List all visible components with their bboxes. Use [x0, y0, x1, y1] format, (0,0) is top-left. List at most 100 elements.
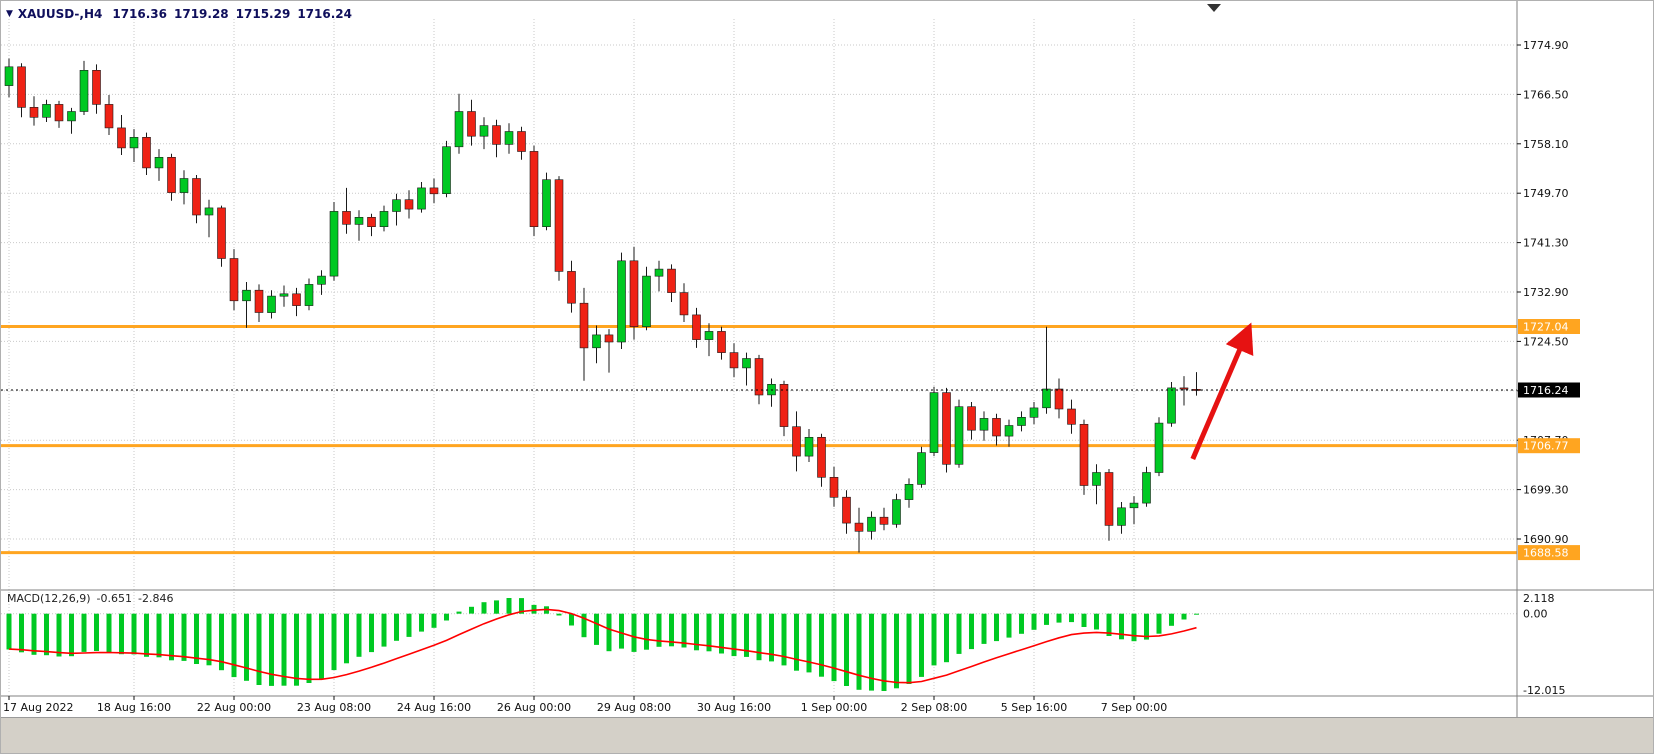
- macd-bar: [306, 613, 312, 683]
- candle-up: [4, 66, 14, 86]
- candle-up: [642, 275, 651, 328]
- price-label: 1741.30: [1523, 237, 1569, 250]
- price-axis[interactable]: 1774.90 1766.50 1758.10 1749.70 1741.30 1732.…: [1517, 39, 1580, 561]
- macd-bar: [681, 613, 687, 648]
- candle-up: [129, 137, 139, 149]
- macd-bar: [1181, 613, 1187, 620]
- candle-up: [242, 289, 251, 302]
- candle-down: [629, 260, 639, 327]
- candle-down: [842, 496, 851, 524]
- trend-arrow[interactable]: [1190, 322, 1254, 460]
- time-axis[interactable]: 17 Aug 2022 18 Aug 16:00 22 Aug 00:00 23 Au…: [3, 696, 1167, 714]
- candle-up: [79, 70, 89, 112]
- candle-down: [229, 258, 239, 302]
- candle-up: [704, 331, 714, 340]
- macd-bar: [631, 613, 637, 652]
- macd-bar: [1106, 613, 1112, 636]
- macd-bar: [531, 604, 537, 614]
- macd-bar: [1031, 613, 1037, 630]
- current-price-tag: [1518, 382, 1580, 398]
- macd-bar: [81, 613, 87, 652]
- candle-up: [954, 406, 964, 465]
- candle-down: [1067, 408, 1076, 425]
- candle-up: [542, 179, 551, 227]
- price-label: 1732.90: [1523, 286, 1569, 299]
- candle-down: [754, 358, 764, 396]
- candle-up: [867, 516, 876, 532]
- candle-up: [279, 293, 289, 297]
- macd-bar: [394, 613, 399, 641]
- candle-up: [67, 111, 76, 122]
- level-price-tag: [1518, 438, 1580, 454]
- macd-bar: [556, 613, 562, 616]
- macd-bar: [281, 613, 287, 686]
- candle-down: [117, 127, 126, 149]
- time-label: 7 Sep 00:00: [1101, 701, 1167, 714]
- candle-down: [567, 271, 576, 304]
- time-label: 26 Aug 00:00: [497, 701, 571, 714]
- macd-bar: [269, 613, 274, 686]
- candle-up: [917, 452, 926, 485]
- macd-bar: [31, 613, 37, 655]
- candle-down: [829, 476, 839, 498]
- candle-down: [1104, 472, 1114, 526]
- candle-up: [1092, 472, 1101, 486]
- candle-down: [717, 331, 726, 353]
- macd-bar: [519, 598, 524, 614]
- candle-up: [454, 111, 464, 148]
- time-label: 17 Aug 2022: [3, 701, 73, 714]
- candle-up: [154, 157, 164, 169]
- bottom-window-chrome: [1, 717, 1653, 753]
- candle-down: [604, 334, 614, 343]
- macd-bar: [769, 613, 774, 662]
- macd-bar: [256, 613, 262, 685]
- chart-shift-marker[interactable]: [1207, 4, 1221, 12]
- macd-bar: [1169, 613, 1174, 626]
- chart-menu-icon[interactable]: ▼: [6, 9, 13, 19]
- price-tag-label: 1727.04: [1523, 321, 1569, 334]
- candle-down: [992, 418, 1001, 437]
- macd-bar: [369, 613, 374, 653]
- price-label: 1699.30: [1523, 484, 1569, 497]
- candle-down: [679, 292, 689, 316]
- level-price-tag: [1518, 545, 1580, 561]
- candle-up: [892, 499, 901, 525]
- time-label: 2 Sep 08:00: [901, 701, 967, 714]
- candle-up: [1017, 416, 1026, 426]
- time-label: 18 Aug 16:00: [97, 701, 171, 714]
- candle-down: [367, 217, 376, 228]
- time-label: 30 Aug 16:00: [697, 701, 771, 714]
- macd-bar: [106, 613, 112, 652]
- candle-down: [579, 302, 589, 349]
- macd-bar: [644, 613, 649, 650]
- time-label: 22 Aug 00:00: [197, 701, 271, 714]
- candle-up: [1117, 507, 1126, 526]
- candle-up: [979, 418, 989, 431]
- macd-scale-label: 0.00: [1523, 608, 1548, 621]
- macd-bar: [406, 613, 412, 637]
- candle-down: [254, 289, 264, 313]
- candle-down: [342, 211, 351, 225]
- macd-bar: [1081, 613, 1087, 627]
- candles-layer: [4, 58, 1201, 553]
- candle-down: [517, 131, 526, 152]
- time-label: 5 Sep 16:00: [1001, 701, 1067, 714]
- chart-canvas[interactable]: 1774.90 1766.50 1758.10 1749.70 1741.30 1732.…: [1, 1, 1654, 717]
- candle-up: [617, 260, 626, 343]
- macd-bar: [744, 613, 749, 657]
- candle-up: [354, 217, 364, 225]
- macd-bar: [131, 613, 137, 655]
- candle-down: [192, 178, 201, 216]
- macd-bar: [569, 613, 574, 626]
- candle-down: [217, 207, 226, 259]
- macd-bar: [969, 613, 974, 650]
- chart-title: ▼ XAUUSD-,H4 1716.36 1719.28 1715.29 171…: [6, 7, 359, 21]
- candle-down: [54, 104, 64, 122]
- candle-down: [692, 314, 701, 340]
- time-label: 24 Aug 16:00: [397, 701, 471, 714]
- candle-up: [1142, 472, 1151, 504]
- macd-bar: [994, 613, 999, 642]
- symbol-timeframe-label: XAUUSD-,H4: [17, 7, 103, 21]
- macd-signal-line: [8, 608, 1197, 684]
